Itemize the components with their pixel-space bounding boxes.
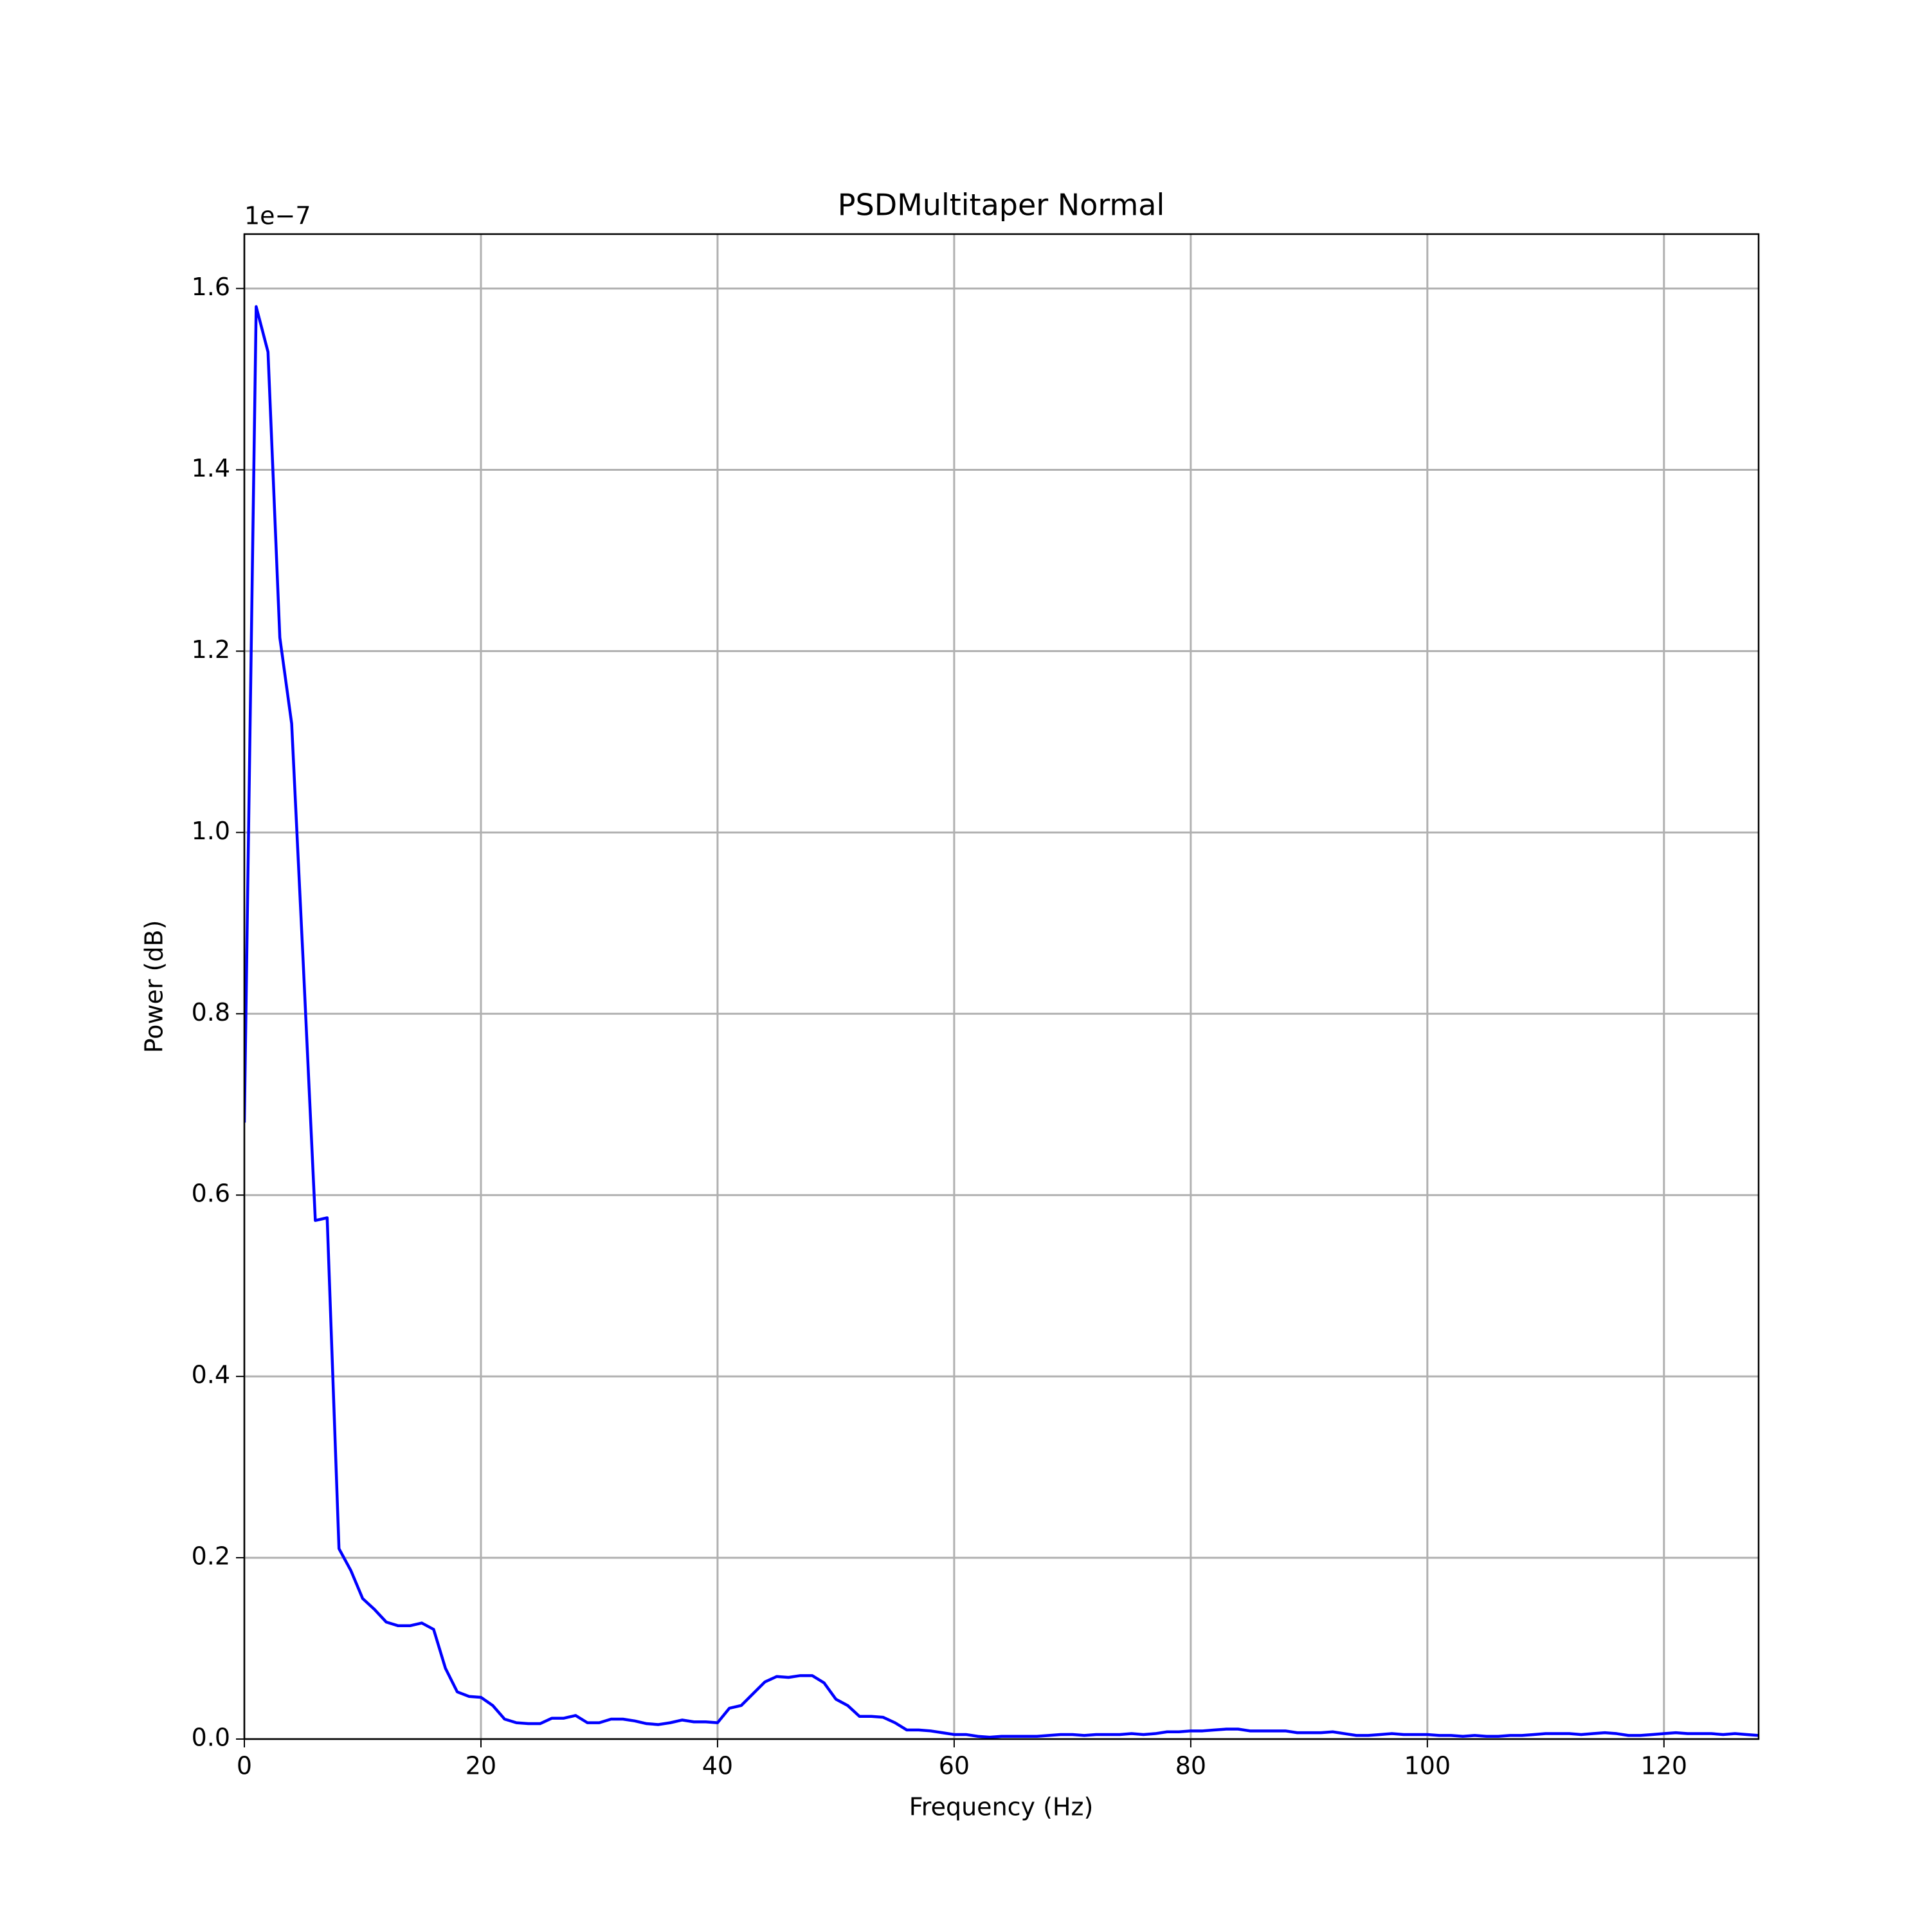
x-tick-label: 120 [1641,1752,1688,1780]
y-tick-label: 1.0 [192,817,230,845]
y-tick-label: 0.8 [192,998,230,1026]
y-offset-label: 1e−7 [244,202,311,230]
y-tick-label: 1.6 [192,273,230,301]
y-tick-label: 0.6 [192,1180,230,1208]
x-tick-label: 80 [1175,1752,1206,1780]
x-tick-label: 0 [237,1752,252,1780]
x-tick-label: 40 [702,1752,733,1780]
y-tick-label: 1.2 [192,635,230,664]
y-tick-label: 0.4 [192,1361,230,1389]
y-tick-label: 1.4 [192,454,230,482]
x-tick-label: 20 [466,1752,496,1780]
data-line [244,305,1759,1739]
chart-title: PSDMultitaper Normal [838,188,1165,223]
x-axis-label: Frequency (Hz) [909,1793,1094,1821]
plot-frame [243,233,1760,1740]
y-tick-label: 0.0 [192,1724,230,1752]
x-tick-label: 100 [1404,1752,1451,1780]
x-tick-label: 60 [939,1752,970,1780]
y-tick-label: 0.2 [192,1542,230,1571]
y-axis-label: Power (dB) [140,920,168,1053]
